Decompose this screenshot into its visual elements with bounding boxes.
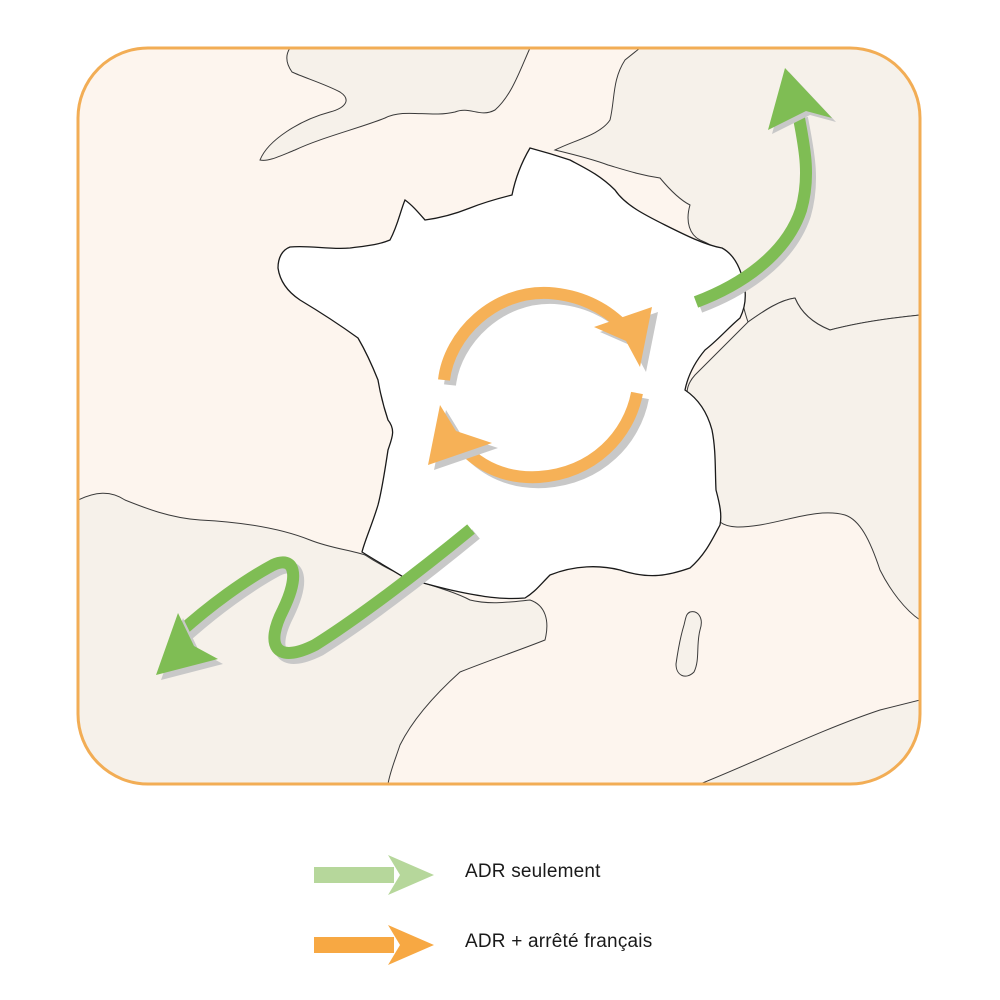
export-arrow-northeast (693, 68, 836, 313)
internal-cycle-arrows (428, 286, 658, 489)
map-frame (76, 46, 922, 786)
land-north-africa (699, 699, 920, 784)
export-arrow-southwest (156, 524, 480, 680)
legend: ADR seulement ADR + arrêté français (310, 845, 730, 985)
flow-arrows (156, 68, 836, 680)
land-iberia (78, 492, 548, 784)
legend-item-adr-french-decree: ADR + arrêté français (310, 915, 730, 975)
arrow-light-green-icon (314, 855, 434, 895)
arrow-orange-icon (314, 925, 434, 965)
land-france (277, 147, 746, 600)
land-great-britain (259, 48, 531, 161)
land-corsica (675, 611, 702, 677)
legend-label-adr-only: ADR seulement (465, 861, 601, 882)
map-land (78, 48, 920, 784)
legend-label-adr-french-decree: ADR + arrêté français (465, 931, 653, 952)
legend-item-adr-only: ADR seulement (310, 845, 730, 905)
